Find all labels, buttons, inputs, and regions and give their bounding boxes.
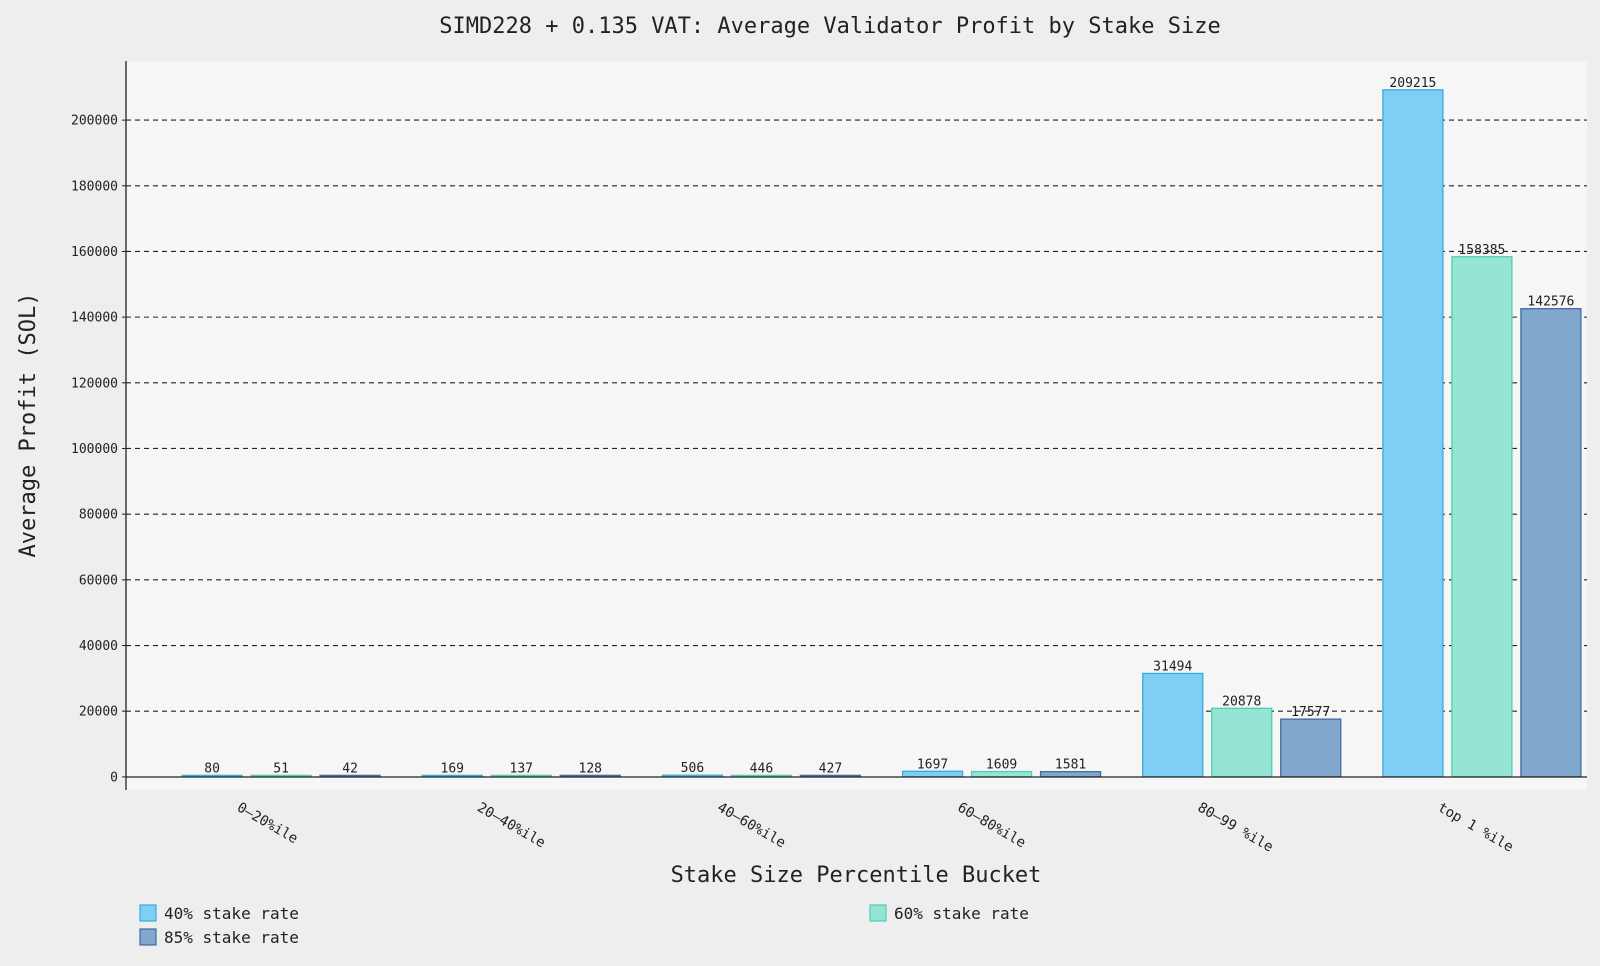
data-label: 128 [579,761,602,776]
x-tick-label: top 1 %ile [1435,800,1516,856]
bar [1451,256,1513,778]
data-label: 1609 [986,758,1017,773]
bar [1142,672,1204,778]
legend: 40% stake rate 60% stake rate 85% stake ra… [139,904,1029,947]
data-label: 137 [510,761,533,776]
y-tick-label: 100000 [71,442,118,457]
data-label: 31494 [1153,659,1192,674]
x-tick-label: 20–40%ile [474,800,548,852]
y-tick-label: 60000 [79,573,118,588]
bar [1382,89,1444,778]
x-axis-label: Stake Size Percentile Bucket [671,863,1042,888]
y-tick-label: 140000 [71,311,118,326]
legend-swatch [869,904,887,922]
data-label: 80 [204,761,220,776]
legend-label: 40% stake rate [164,904,299,923]
data-label: 506 [681,761,704,776]
data-label: 42 [342,761,358,776]
bar [1280,718,1342,778]
plot-area [126,61,1587,790]
y-tick-label: 200000 [71,114,118,129]
data-label: 158385 [1458,243,1505,258]
data-label: 51 [273,761,289,776]
y-tick-label: 0 [110,770,118,785]
x-tick-label: 60–80%ile [955,800,1029,852]
legend-label: 85% stake rate [164,928,299,947]
x-tick-label: 0–20%ile [234,800,300,848]
y-tick-label: 80000 [79,508,118,523]
data-label: 446 [750,761,773,776]
chart-title: SIMD228 + 0.135 VAT: Average Validator P… [439,14,1220,39]
y-ticks: 0 20000 40000 60000 80000 100000 120000 140000 1… [71,114,126,785]
legend-swatch [139,904,157,922]
x-tick-label: 80–99 %ile [1195,800,1276,856]
data-label: 17577 [1291,705,1330,720]
y-tick-label: 120000 [71,376,118,391]
y-tick-label: 40000 [79,639,118,654]
x-ticks: 0–20%ile 20–40%ile 40–60%ile 60–80%ile 80–99… [234,800,1516,856]
axes [125,61,1587,790]
data-label: 169 [441,761,464,776]
bar [1211,707,1273,778]
data-label: 1697 [917,757,948,772]
data-label: 209215 [1389,76,1436,91]
legend-label: 60% stake rate [894,904,1029,923]
x-tick-label: 40–60%ile [714,800,788,852]
y-axis-label: Average Profit (SOL) [16,293,41,558]
data-label: 427 [819,761,842,776]
grid [126,119,1587,712]
y-tick-label: 160000 [71,245,118,260]
y-tick-label: 20000 [79,705,118,720]
data-label: 1581 [1055,758,1086,773]
data-label: 20878 [1222,694,1261,709]
legend-swatch [139,928,157,946]
data-labels: 80 51 42 169 137 128 506 446 427 1697 1609 1581 3149… [204,76,1574,777]
bar [1520,308,1582,778]
bars [181,89,1582,778]
y-tick-label: 180000 [71,179,118,194]
data-label: 142576 [1527,295,1574,310]
